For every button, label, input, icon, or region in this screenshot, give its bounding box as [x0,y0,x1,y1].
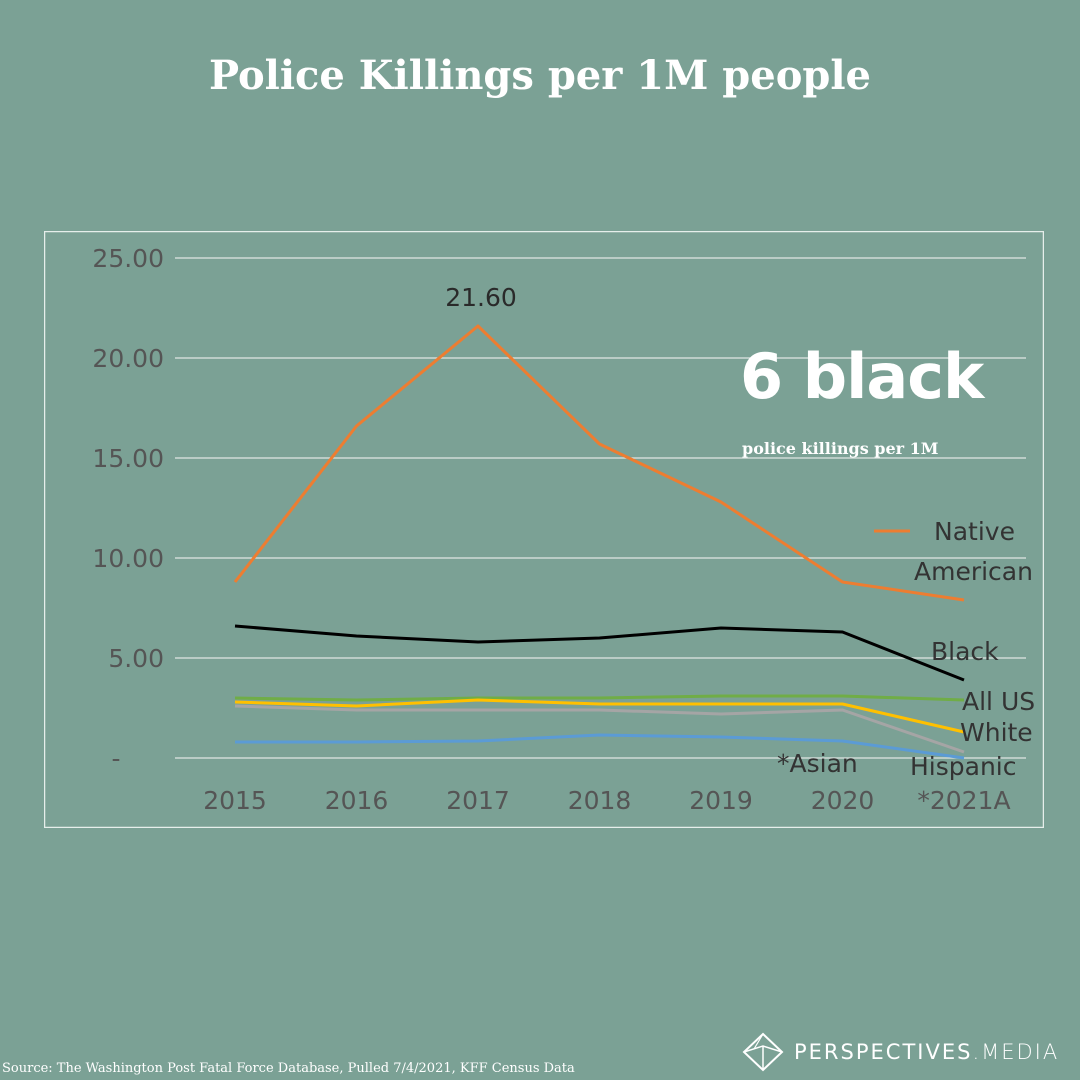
series-label-black: Black [931,637,999,666]
y-tick-label: 10.00 [92,544,164,573]
y-tick-label: 15.00 [92,444,164,473]
headline-stat: 6 black [740,340,984,413]
y-tick-label: - [111,744,120,773]
series-line-black [234,624,965,682]
brand-mark[interactable]: PERSPECTIVES.MEDIA [742,1032,1059,1072]
series-label-all-us: All US [962,687,1035,716]
series-line-asian [235,733,965,760]
series-label-white: White [960,718,1033,747]
y-axis-ticks: - 5.00 10.00 15.00 20.00 25.00 [92,244,164,773]
diamond-logo-icon [742,1032,784,1072]
brand-name-bold: PERSPECTIVES [794,1040,973,1064]
series-label-asian: *Asian [777,749,858,778]
series-line-hispanic [234,704,965,754]
x-tick-label: *2021A [917,786,1010,815]
page-title: Police Killings per 1M people [208,52,871,99]
legend-entry-native: Native [934,517,1015,546]
x-tick-label: 2015 [203,786,267,815]
series-line-native-american [233,324,965,602]
legend-entry-american: American [914,557,1033,586]
series-labels: Native American Black All US White *Asia… [445,283,1035,781]
brand-name-light: .MEDIA [972,1040,1060,1064]
series-lines [233,324,965,760]
x-tick-label: 2016 [325,786,389,815]
peak-data-label: 21.60 [445,283,517,312]
x-tick-label: 2019 [689,786,753,815]
chart-frame [44,231,1044,828]
chart-area: -5.00 10.00 15.00 20.00 25.00 2015 2016 2017 20… [44,231,1044,828]
source-note: Source: The Washington Post Fatal Force … [2,1061,575,1076]
series-label-hispanic: Hispanic [910,752,1017,781]
x-tick-label: 2020 [811,786,875,815]
series-line-all-us [234,694,965,702]
x-tick-label: 2018 [568,786,632,815]
y-tick-label: 20.00 [92,344,164,373]
y-tick-label: 25.00 [92,244,164,273]
headline-caption: police killings per 1M [742,439,939,458]
series-line-white [234,698,965,734]
x-tick-label: 2017 [446,786,510,815]
gridlines [175,257,1026,759]
brand-name: PERSPECTIVES.MEDIA [794,1040,1059,1064]
y-tick-label: 5.00 [108,644,164,673]
x-axis-ticks: 2015 2016 2017 2018 2019 2020 *2021A [203,786,1010,815]
